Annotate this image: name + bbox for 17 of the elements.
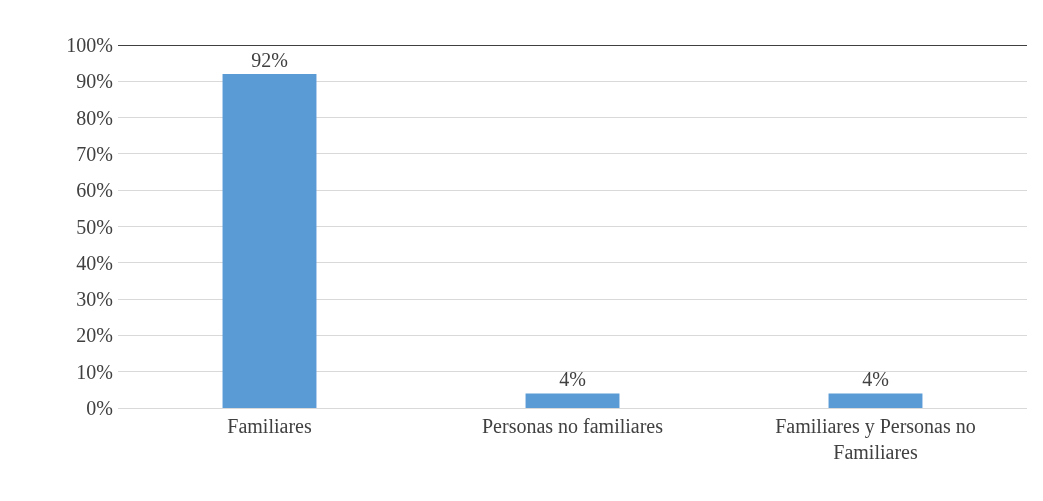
y-tick-label: 20% — [76, 324, 113, 347]
y-tick-label: 30% — [76, 288, 113, 311]
data-label: 4% — [559, 368, 586, 391]
x-tick-label: Personas no familiares — [481, 415, 664, 437]
y-tick-label: 100% — [66, 34, 113, 56]
data-label: 4% — [862, 368, 889, 391]
y-tick-label: 10% — [76, 360, 113, 383]
x-tick-label: Familiares y Personas no Familiares — [775, 415, 976, 463]
y-tick-label: 50% — [76, 215, 113, 238]
x-tick-label: Familiares — [227, 415, 312, 437]
y-tick-label: 0% — [86, 397, 113, 419]
y-tick-label: 70% — [76, 142, 113, 165]
y-tick-label: 40% — [76, 251, 113, 274]
data-label: 92% — [251, 49, 288, 72]
y-tick-label: 90% — [76, 70, 113, 93]
y-tick-label: 60% — [76, 179, 113, 202]
y-tick-label: 80% — [76, 106, 113, 129]
